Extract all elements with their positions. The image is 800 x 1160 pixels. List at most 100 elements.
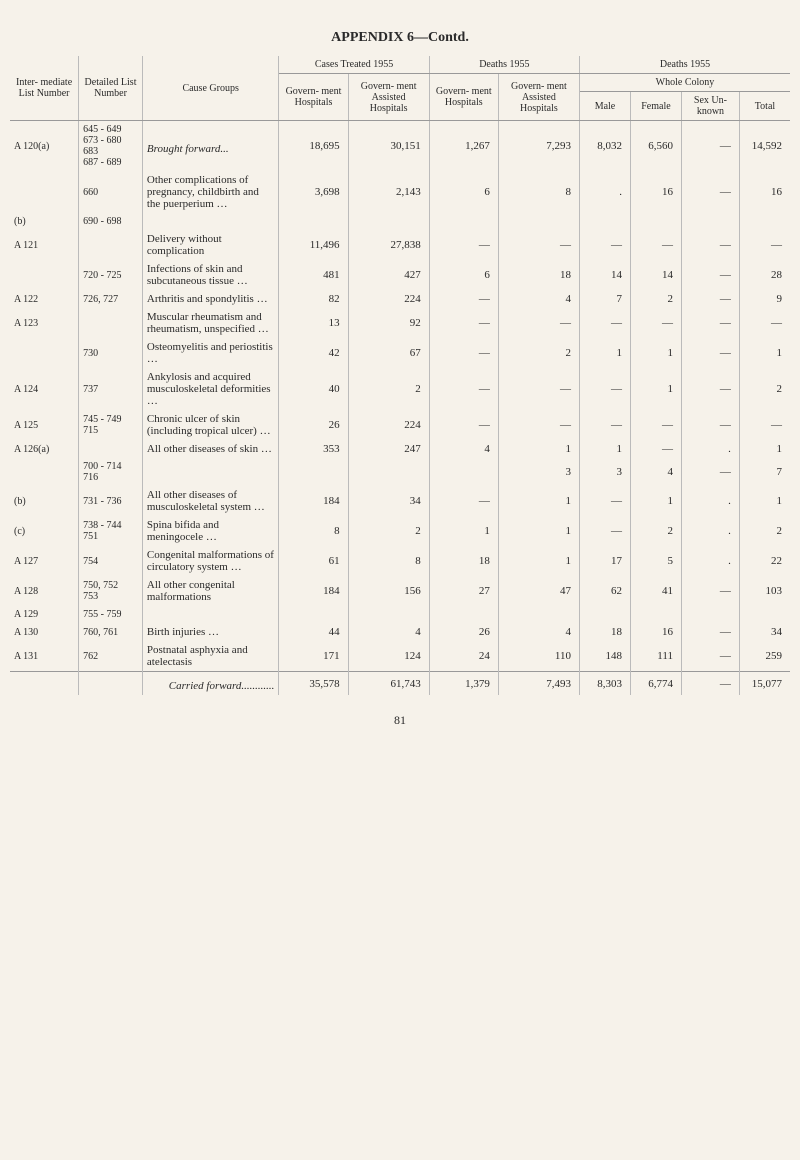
- cell-d1: [429, 458, 498, 486]
- cell-m: —: [579, 410, 630, 440]
- cell-su: —: [681, 260, 739, 290]
- appendix-title: APPENDIX 6—Contd.: [10, 30, 790, 46]
- table-row: Carried forward............35,57861,7431…: [10, 672, 790, 696]
- table-row: A 120(a)645 - 649673 - 680683687 - 689Br…: [10, 121, 790, 172]
- cell-m: 8,303: [579, 672, 630, 696]
- cell-c2: 247: [348, 440, 429, 458]
- cell-su: —: [681, 338, 739, 368]
- table-row: (b)731 - 736All other diseases of muscul…: [10, 486, 790, 516]
- table-row: 720 - 725Infections of skin and subcutan…: [10, 260, 790, 290]
- cell-inter: [10, 260, 79, 290]
- cell-d2: [498, 606, 579, 623]
- table-row: A 130760, 761Birth injuries …4442641816—…: [10, 623, 790, 641]
- cell-f: 2: [630, 516, 681, 546]
- cell-inter: A 131: [10, 641, 79, 672]
- cell-inter: [10, 171, 79, 213]
- cell-t: 22: [739, 546, 790, 576]
- cell-m: —: [579, 308, 630, 338]
- cell-f: 1: [630, 338, 681, 368]
- cell-d1: [429, 606, 498, 623]
- cell-det: 760, 761: [79, 623, 143, 641]
- cell-d1: 27: [429, 576, 498, 606]
- cell-c1: 171: [279, 641, 348, 672]
- cell-c2: 124: [348, 641, 429, 672]
- cell-su: .: [681, 440, 739, 458]
- cell-f: —: [630, 440, 681, 458]
- cell-cause: Carried forward............: [142, 672, 279, 696]
- col-sexun: Sex Un- known: [681, 92, 739, 121]
- cell-c2: 2,143: [348, 171, 429, 213]
- cell-m: 17: [579, 546, 630, 576]
- cell-inter: A 123: [10, 308, 79, 338]
- cell-det: 726, 727: [79, 290, 143, 308]
- cell-cause: [142, 213, 279, 230]
- cell-su: —: [681, 576, 739, 606]
- table-row: 660Other complications of pregnancy, chi…: [10, 171, 790, 213]
- cell-det: 660: [79, 171, 143, 213]
- cell-m: —: [579, 516, 630, 546]
- cell-m: 7: [579, 290, 630, 308]
- cell-det: 737: [79, 368, 143, 410]
- cell-c2: 2: [348, 368, 429, 410]
- cell-m: 1: [579, 338, 630, 368]
- cell-t: 1: [739, 486, 790, 516]
- cell-f: 16: [630, 171, 681, 213]
- cell-d1: 1: [429, 516, 498, 546]
- cell-d2: —: [498, 410, 579, 440]
- cell-c1: 40: [279, 368, 348, 410]
- cell-d2: 1: [498, 546, 579, 576]
- cell-d1: 26: [429, 623, 498, 641]
- cell-d2: [498, 213, 579, 230]
- cell-inter: (c): [10, 516, 79, 546]
- cell-cause: Infections of skin and subcutaneous tiss…: [142, 260, 279, 290]
- table-row: A 122726, 727Arthritis and spondylitis ……: [10, 290, 790, 308]
- cell-c2: 8: [348, 546, 429, 576]
- table-row: A 127754Congenital malformations of circ…: [10, 546, 790, 576]
- cell-c1: 11,496: [279, 230, 348, 260]
- cell-inter: A 129: [10, 606, 79, 623]
- cell-f: 6,560: [630, 121, 681, 172]
- cell-c2: 224: [348, 410, 429, 440]
- cell-su: —: [681, 410, 739, 440]
- cell-inter: [10, 672, 79, 696]
- cell-c1: 13: [279, 308, 348, 338]
- cell-d1: —: [429, 290, 498, 308]
- cell-f: 16: [630, 623, 681, 641]
- cell-inter: (b): [10, 213, 79, 230]
- cell-det: 720 - 725: [79, 260, 143, 290]
- cell-f: —: [630, 308, 681, 338]
- cell-su: —: [681, 230, 739, 260]
- cell-cause: Arthritis and spondylitis …: [142, 290, 279, 308]
- cell-inter: (b): [10, 486, 79, 516]
- col-deaths2-group: Deaths 1955: [579, 56, 790, 74]
- cell-d1: —: [429, 410, 498, 440]
- page-root: APPENDIX 6—Contd. Inter- mediate List Nu…: [10, 30, 790, 728]
- cell-t: 1: [739, 440, 790, 458]
- cell-c2: 61,743: [348, 672, 429, 696]
- cell-inter: A 127: [10, 546, 79, 576]
- cell-m: —: [579, 368, 630, 410]
- cell-det: [79, 672, 143, 696]
- cell-su: —: [681, 368, 739, 410]
- cell-m: 62: [579, 576, 630, 606]
- cell-det: 731 - 736: [79, 486, 143, 516]
- cell-cause: Postnatal asphyxia and atelectasis: [142, 641, 279, 672]
- cell-m: 8,032: [579, 121, 630, 172]
- cell-f: [630, 606, 681, 623]
- cell-d2: 18: [498, 260, 579, 290]
- cell-inter: A 125: [10, 410, 79, 440]
- cell-f: —: [630, 230, 681, 260]
- col-deaths1-gmah: Govern- ment Assisted Hospitals: [498, 74, 579, 121]
- cell-d2: 3: [498, 458, 579, 486]
- cell-det: 738 - 744751: [79, 516, 143, 546]
- cell-inter: A 121: [10, 230, 79, 260]
- cell-t: 14,592: [739, 121, 790, 172]
- cell-c1: 353: [279, 440, 348, 458]
- cell-c1: 481: [279, 260, 348, 290]
- cell-d2: 4: [498, 623, 579, 641]
- cell-c2: [348, 606, 429, 623]
- cell-t: 103: [739, 576, 790, 606]
- cell-inter: A 128: [10, 576, 79, 606]
- cell-c1: [279, 606, 348, 623]
- col-male: Male: [579, 92, 630, 121]
